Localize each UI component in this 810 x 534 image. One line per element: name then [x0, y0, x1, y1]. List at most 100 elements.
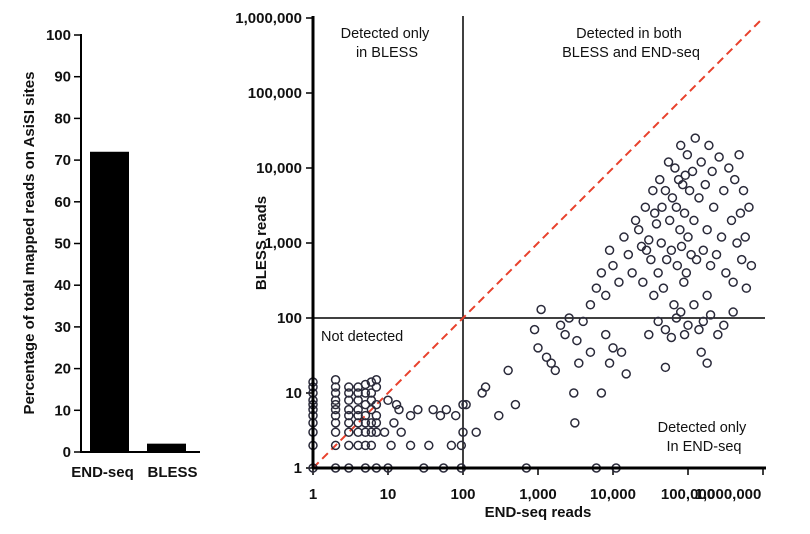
bar-chart: Percentage of total mapped reads on AsiS…	[21, 27, 200, 481]
scatter-point	[728, 307, 738, 317]
scatter-point	[734, 150, 744, 160]
bar-end-seq	[90, 151, 129, 452]
scatter-point	[330, 410, 341, 421]
scatter-point	[657, 202, 667, 212]
scatter-point	[536, 304, 546, 315]
scatter-point	[555, 320, 566, 331]
scatter-x-tick-label: 10	[380, 486, 397, 503]
scatter-point	[360, 440, 371, 451]
scatter-point	[640, 202, 651, 212]
scatter-x-tick-label: 100,000	[661, 486, 715, 503]
scatter-point	[658, 283, 669, 293]
scatter-point	[641, 245, 652, 256]
scatter-point	[480, 382, 491, 392]
scatter-point	[596, 388, 607, 398]
scatter-point	[707, 166, 717, 177]
quadrant-label-top-right: Detected in both BLESS and END-seq	[562, 26, 700, 61]
scatter-point	[405, 440, 416, 451]
scatter-point	[689, 300, 699, 310]
scatter-point	[344, 427, 354, 437]
scatter-y-ticks: 1 10 100 1,000 10,000 100,000 1,000,000	[235, 10, 313, 477]
bar-y-tick-label: 80	[54, 110, 71, 127]
scatter-chart: BLESS reads END-seq reads 1 10 100 1,000 10,…	[235, 10, 766, 521]
scatter-point	[360, 399, 371, 410]
scatter-point	[572, 335, 582, 346]
scatter-point	[510, 399, 521, 410]
scatter-point	[683, 232, 693, 242]
scatter-point	[366, 418, 377, 428]
scatter-point	[738, 185, 749, 196]
scatter-point	[546, 358, 556, 368]
scatter-point	[344, 404, 354, 415]
bar-y-tick-label: 100	[46, 27, 71, 44]
scatter-point	[679, 329, 690, 340]
scatter-point	[330, 427, 341, 437]
scatter-point	[740, 232, 751, 242]
scatter-point	[675, 225, 685, 235]
scatter-point	[672, 260, 683, 271]
scatter-point	[344, 440, 354, 451]
scatter-point	[600, 290, 611, 301]
scatter-point	[360, 410, 371, 421]
scatter-point	[386, 440, 396, 451]
scatter-point	[604, 245, 615, 256]
scatter-point	[344, 382, 354, 392]
bar-y-tick-label: 70	[54, 152, 71, 169]
scatter-point	[671, 202, 682, 212]
scatter-point	[396, 427, 406, 437]
scatter-point	[391, 399, 402, 410]
bar-y-tick-label: 0	[63, 444, 71, 461]
scatter-point	[689, 215, 699, 226]
scatter-y-tick-label: 1	[294, 460, 302, 477]
scatter-point	[711, 249, 722, 260]
scatter-point	[721, 268, 731, 278]
scatter-point	[694, 324, 704, 335]
scatter-point	[666, 332, 677, 343]
scatter-point	[682, 150, 693, 160]
scatter-point	[646, 254, 656, 265]
scatter-point	[366, 404, 377, 415]
scatter-points	[308, 133, 757, 473]
scatter-point	[744, 202, 754, 212]
scatter-point	[585, 300, 596, 310]
scatter-point	[669, 300, 679, 310]
scatter-point	[676, 241, 687, 252]
scatter-point	[691, 254, 702, 265]
scatter-point	[667, 193, 678, 203]
scatter-point	[591, 283, 602, 293]
scatter-point	[704, 140, 714, 151]
scatter-point	[366, 440, 377, 451]
scatter-point	[708, 202, 719, 212]
scatter-point	[696, 347, 706, 357]
scatter-point	[700, 179, 711, 190]
scatter-point	[654, 174, 665, 185]
scatter-point	[675, 307, 686, 317]
scatter-point	[671, 313, 682, 323]
scatter-x-tick-label: 1,000	[519, 486, 557, 503]
scatter-point	[330, 440, 341, 451]
scatter-y-tick-label: 1,000,000	[235, 10, 302, 27]
scatter-point	[670, 163, 680, 173]
scatter-point	[569, 388, 579, 398]
bar-category-label: BLESS	[147, 464, 197, 481]
scatter-point	[728, 277, 738, 287]
scatter-point	[660, 362, 671, 373]
scatter-point	[732, 238, 742, 248]
bar-y-tick-label: 20	[54, 361, 71, 378]
bar-category-label: END-seq	[71, 464, 134, 481]
quadrant-label-bottom-left: Not detected	[321, 329, 403, 345]
scatter-point	[702, 358, 712, 368]
scatter-point	[353, 404, 363, 415]
scatter-point	[653, 268, 663, 278]
scatter-x-tick-label: 1	[309, 486, 317, 503]
bar-y-tick-label: 10	[54, 402, 71, 419]
bar-bless	[147, 443, 186, 452]
scatter-point	[649, 290, 659, 301]
scatter-point	[741, 283, 752, 293]
scatter-point	[389, 418, 399, 428]
bar-y-tick-label: 90	[54, 69, 71, 86]
scatter-point	[344, 410, 354, 421]
scatter-point	[585, 347, 596, 357]
scatter-point	[371, 410, 382, 421]
